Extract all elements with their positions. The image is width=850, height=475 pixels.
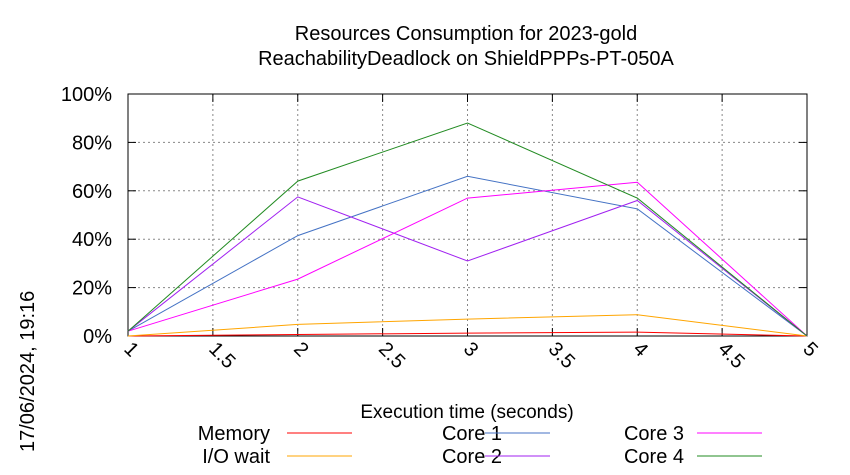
series-lines — [127, 122, 808, 337]
y-tick-label: 20% — [72, 278, 112, 300]
x-tick-label: 4 — [629, 338, 652, 361]
x-tick-label: 3.5 — [544, 338, 579, 373]
legend-label-i-o-wait: I/O wait — [202, 446, 270, 468]
legend-label-core-2: Core 2 — [442, 446, 502, 468]
x-tick-label: 5 — [798, 338, 821, 361]
series-line-core-2 — [127, 196, 808, 337]
y-tick-label: 0% — [83, 326, 112, 348]
x-tick-labels: 1 1.5 2 2.5 3 3.5 4 4.5 5 — [119, 338, 821, 373]
x-tick-label: 2.5 — [374, 338, 409, 373]
series-line-core-4 — [127, 122, 808, 337]
series-line-memory — [127, 331, 808, 337]
timestamp-label: 17/06/2024, 19:16 — [17, 291, 39, 452]
chart-title-line1: Resources Consumption for 2023-gold — [295, 23, 637, 45]
y-tick-label: 40% — [72, 229, 112, 251]
legend-label-core-1: Core 1 — [442, 423, 502, 445]
y-tick-label: 80% — [72, 132, 112, 154]
series-line-i-o-wait — [127, 314, 808, 337]
series-line-core-3 — [127, 181, 808, 337]
x-axis-label: Execution time (seconds) — [360, 402, 573, 423]
series-line-core-1 — [127, 175, 808, 337]
x-tick-label: 2 — [289, 338, 312, 361]
x-tick-label: 4.5 — [714, 338, 749, 373]
legend-label-core-3: Core 3 — [624, 423, 684, 445]
chart-title-line2: ReachabilityDeadlock on ShieldPPPs-PT-05… — [258, 48, 674, 70]
x-tick-label: 3 — [459, 338, 482, 361]
y-tick-label: 60% — [72, 181, 112, 203]
y-tick-label: 100% — [61, 84, 112, 106]
legend-label-core-4: Core 4 — [624, 446, 684, 468]
grid — [128, 94, 807, 336]
x-tick-label: 1.5 — [204, 338, 239, 373]
y-tick-labels: 0% 20% 40% 60% 80% 100% — [61, 84, 112, 348]
x-tick-label: 1 — [119, 338, 142, 361]
legend-label-memory: Memory — [198, 423, 270, 445]
